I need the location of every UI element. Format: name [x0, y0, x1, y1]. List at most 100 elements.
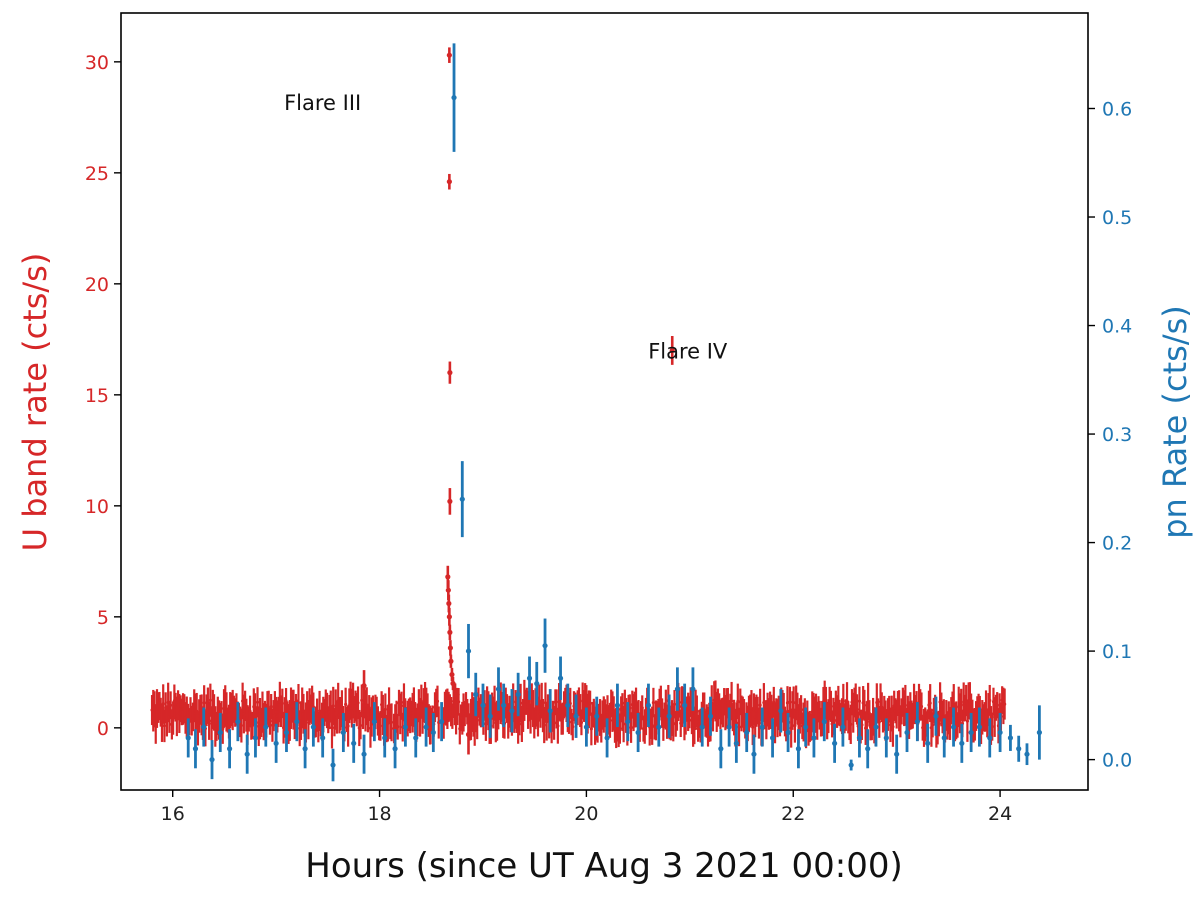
- pn-point: [635, 712, 641, 753]
- u-band-point: [171, 701, 175, 735]
- u-band-point: [396, 713, 400, 740]
- u-band-point: [867, 700, 871, 727]
- u-band-point: [571, 713, 575, 741]
- u-band-point: [378, 711, 382, 741]
- u-band-point: [792, 686, 796, 719]
- u-band-point: [736, 683, 740, 720]
- u-band-point: [360, 684, 364, 717]
- pn-point: [968, 712, 974, 753]
- u-band-point: [269, 694, 273, 720]
- u-band-point: [862, 689, 867, 721]
- left-tick-label: 5: [97, 607, 109, 629]
- pn-point: [987, 718, 993, 758]
- u-band-point: [435, 685, 440, 717]
- pn-point: [666, 694, 672, 738]
- u-band-point: [891, 706, 895, 747]
- pn-series: [185, 43, 1042, 782]
- pn-point: [604, 718, 610, 758]
- pn-point: [294, 702, 300, 742]
- annotations: Flare III Flare IV: [284, 91, 728, 364]
- right-tick-label: 0.1: [1102, 641, 1132, 663]
- left-axis-ticks: 0 5 10 15 20 25 30: [85, 52, 121, 740]
- pn-point: [192, 729, 199, 769]
- pn-point: [778, 689, 784, 733]
- u-band-point: [579, 709, 584, 736]
- x-tick-label: 18: [367, 803, 391, 825]
- u-band-point: [1003, 688, 1007, 720]
- pn-point: [583, 707, 590, 747]
- x-tick-label: 22: [781, 803, 805, 825]
- pn-point: [1016, 735, 1022, 762]
- pn-point: [382, 718, 388, 758]
- pn-point: [542, 618, 548, 673]
- pn-point: [959, 723, 965, 763]
- u-band-point: [799, 695, 803, 725]
- pn-point: [873, 707, 879, 747]
- u-band-point: [793, 708, 797, 743]
- pn-point: [283, 712, 290, 753]
- pn-point: [656, 707, 662, 747]
- x-tick-label: 24: [988, 803, 1012, 825]
- pn-point: [351, 723, 357, 763]
- u-band-point: [622, 705, 626, 743]
- pn-point: [997, 712, 1003, 753]
- pn-point: [547, 689, 553, 733]
- u-band-point: [959, 688, 963, 721]
- pn-point: [371, 702, 377, 742]
- pn-point: [465, 623, 472, 679]
- pn-point: [865, 729, 871, 769]
- u-band-point: [519, 683, 523, 723]
- x-axis-ticks: 16 18 20 22 24: [161, 790, 1012, 825]
- u-band-point: [542, 706, 546, 744]
- u-band-point: [618, 713, 622, 744]
- pn-point: [430, 712, 436, 753]
- pn-point: [439, 702, 445, 742]
- u-band-point: [589, 712, 593, 746]
- u-band-point: [545, 702, 549, 741]
- x-axis-label: Hours (since UT Aug 3 2021 00:00): [305, 846, 903, 886]
- u-band-point: [465, 714, 472, 755]
- pn-point: [473, 672, 479, 717]
- u-band-point: [447, 624, 453, 641]
- u-band-point: [162, 709, 167, 743]
- left-tick-label: 10: [85, 496, 109, 518]
- pn-point: [413, 718, 419, 758]
- flare-iv-label: Flare IV: [648, 339, 728, 363]
- u-band-point: [447, 640, 454, 656]
- pn-point: [976, 707, 983, 747]
- pn-point: [557, 656, 564, 700]
- pn-point: [674, 667, 681, 711]
- pn-point: [914, 702, 920, 742]
- u-band-point: [608, 703, 612, 738]
- pn-point: [803, 707, 809, 747]
- pn-point: [340, 712, 346, 753]
- pn-point: [785, 712, 791, 753]
- u-band-series: [150, 47, 1007, 755]
- u-band-point: [671, 705, 675, 742]
- u-band-point: [389, 703, 394, 742]
- pn-point: [226, 729, 233, 769]
- pn-point: [840, 707, 846, 747]
- u-band-point: [268, 707, 272, 735]
- u-band-point: [447, 361, 453, 384]
- pn-point: [769, 718, 776, 758]
- x-tick-label: 16: [161, 803, 185, 825]
- pn-point: [614, 683, 621, 728]
- u-band-point: [552, 705, 556, 740]
- pn-point: [402, 707, 409, 747]
- left-axis-label: U band rate (cts/s): [16, 253, 54, 552]
- pn-point: [320, 718, 326, 758]
- u-band-point: [749, 690, 754, 727]
- pn-point: [925, 723, 931, 763]
- u-band-point: [758, 688, 762, 722]
- u-band-point: [730, 681, 734, 721]
- u-band-point: [161, 684, 165, 724]
- u-band-point: [903, 684, 907, 726]
- u-band-point: [857, 686, 862, 716]
- u-band-point: [399, 691, 404, 720]
- pn-point: [744, 712, 750, 753]
- pn-point: [459, 461, 465, 538]
- pn-point: [699, 707, 705, 747]
- right-tick-label: 0.3: [1102, 424, 1132, 446]
